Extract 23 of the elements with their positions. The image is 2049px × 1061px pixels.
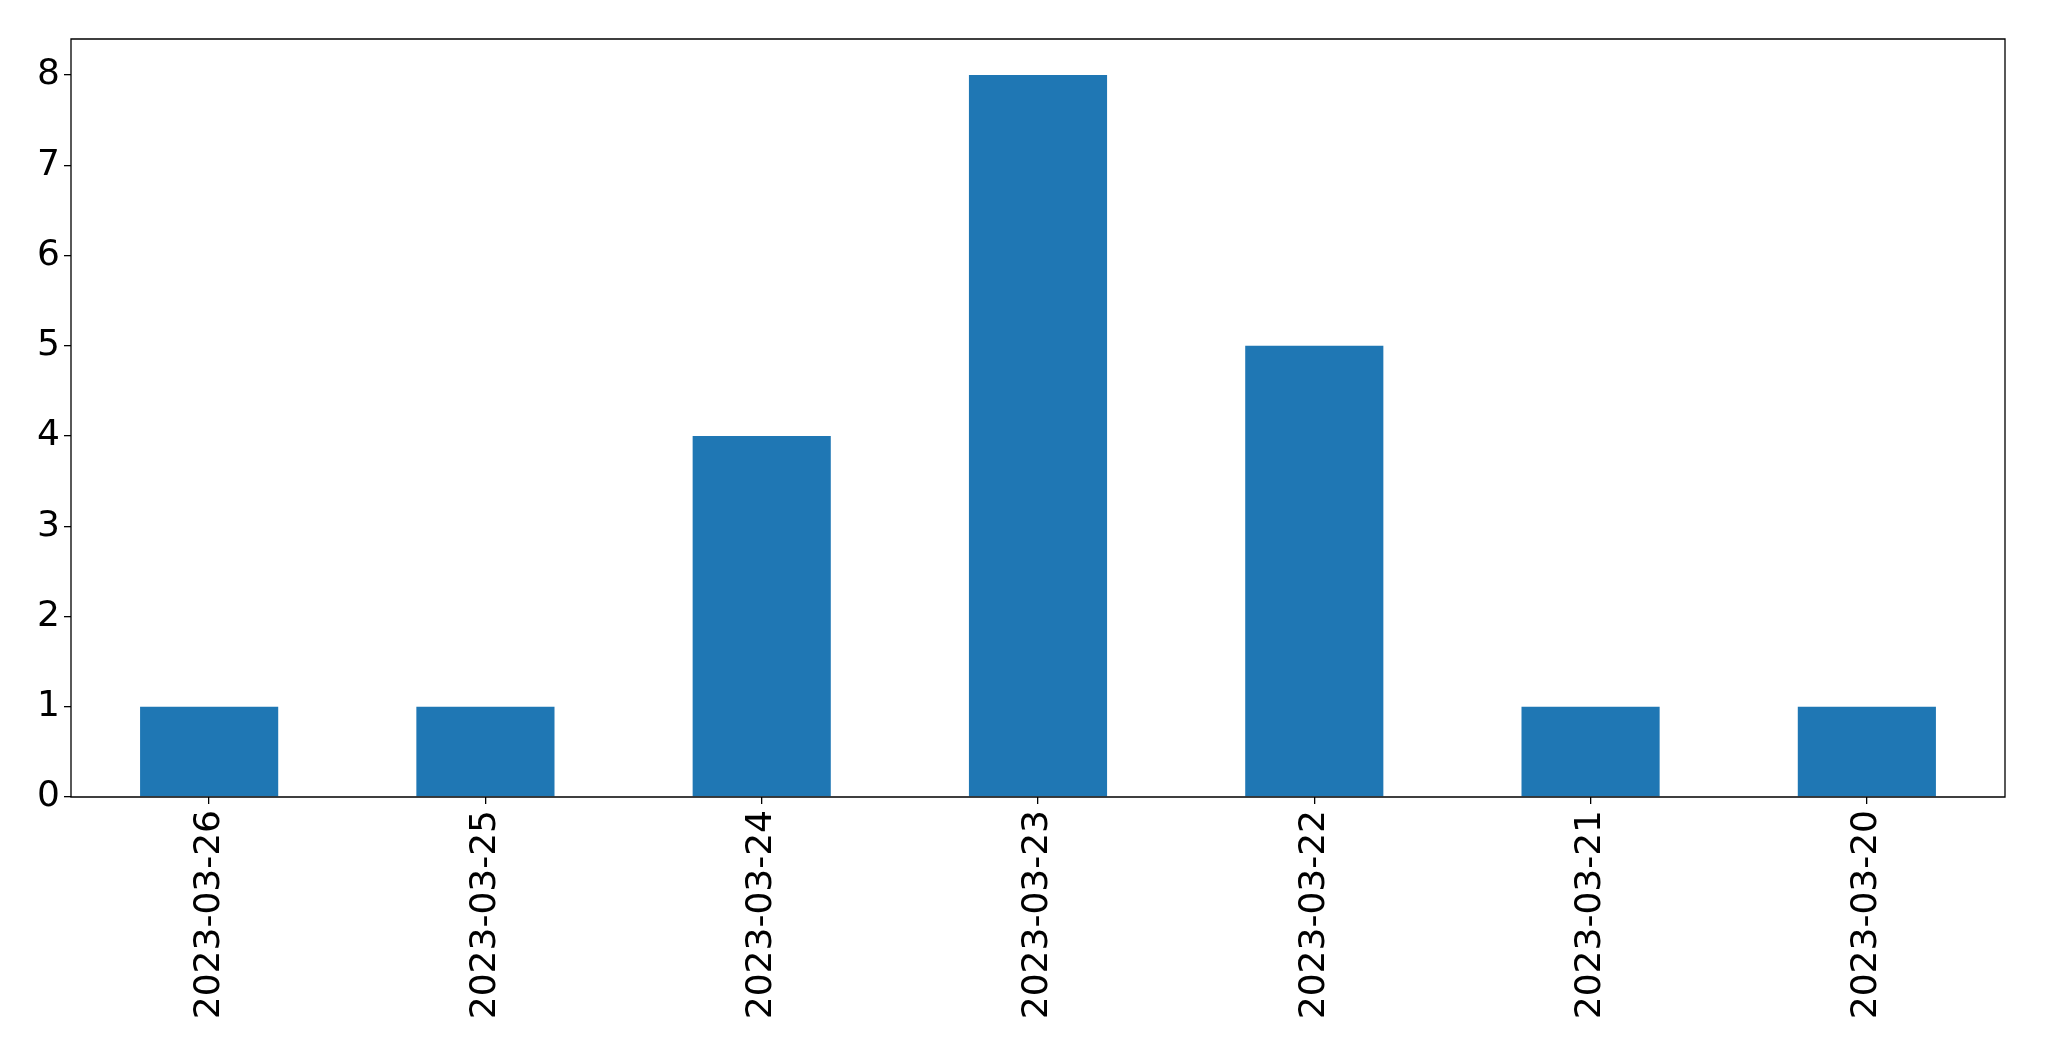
- y-tick-label: 4: [37, 412, 60, 454]
- x-tick-label: 2023-03-21: [1566, 810, 1608, 1020]
- bar: [1797, 706, 1936, 797]
- bar: [692, 436, 831, 797]
- y-tick-label: 1: [37, 683, 60, 725]
- x-tick-label: 2023-03-25: [461, 810, 503, 1020]
- bar: [416, 706, 555, 797]
- y-tick-label: 0: [37, 773, 60, 815]
- bar: [1245, 345, 1384, 797]
- x-tick-label: 2023-03-24: [738, 810, 780, 1020]
- x-tick-label: 2023-03-22: [1290, 810, 1332, 1020]
- y-tick-label: 2: [37, 592, 60, 634]
- bar: [1521, 706, 1660, 797]
- bar: [140, 706, 279, 797]
- y-tick-label: 8: [37, 51, 60, 93]
- x-tick-label: 2023-03-26: [185, 810, 227, 1020]
- y-tick-label: 7: [37, 141, 60, 183]
- x-tick-label: 2023-03-23: [1014, 810, 1056, 1020]
- bar: [968, 75, 1108, 797]
- x-tick-label: 2023-03-20: [1843, 810, 1885, 1020]
- y-tick-label: 5: [37, 322, 60, 364]
- y-tick-label: 6: [37, 231, 60, 273]
- y-tick-label: 3: [37, 502, 60, 544]
